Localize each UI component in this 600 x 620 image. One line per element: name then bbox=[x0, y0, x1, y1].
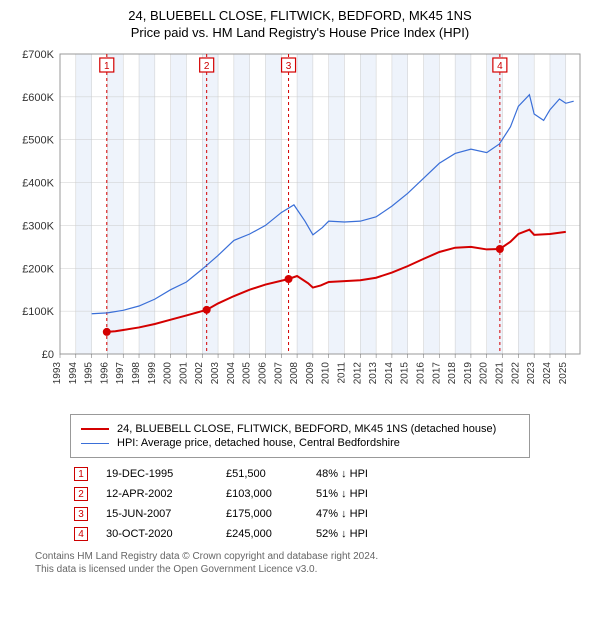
sale-price: £103,000 bbox=[226, 488, 316, 500]
svg-text:2007: 2007 bbox=[273, 362, 284, 385]
svg-text:2010: 2010 bbox=[321, 362, 332, 385]
svg-text:2000: 2000 bbox=[163, 362, 174, 385]
svg-text:2025: 2025 bbox=[558, 362, 569, 385]
svg-text:£400K: £400K bbox=[22, 178, 54, 190]
svg-text:£500K: £500K bbox=[22, 135, 54, 147]
legend-item: 24, BLUEBELL CLOSE, FLITWICK, BEDFORD, M… bbox=[81, 423, 519, 435]
svg-text:2001: 2001 bbox=[178, 362, 189, 385]
svg-text:2002: 2002 bbox=[194, 362, 205, 385]
sale-marker-number: 3 bbox=[74, 507, 88, 521]
sales-table: 1 19-DEC-1995£51,50048% ↓ HPI 2 12-APR-2002… bbox=[70, 464, 530, 544]
sale-marker-number: 1 bbox=[74, 467, 88, 481]
svg-text:2014: 2014 bbox=[384, 362, 395, 385]
sale-date: 12-APR-2002 bbox=[106, 488, 226, 500]
svg-text:1: 1 bbox=[104, 61, 110, 72]
sale-price: £51,500 bbox=[226, 468, 316, 480]
svg-text:1994: 1994 bbox=[68, 362, 79, 385]
svg-text:£300K: £300K bbox=[22, 220, 54, 232]
sale-row: 3 15-JUN-2007£175,00047% ↓ HPI bbox=[70, 504, 530, 524]
svg-text:1999: 1999 bbox=[147, 362, 158, 385]
title-subtitle: Price paid vs. HM Land Registry's House … bbox=[8, 25, 592, 40]
svg-text:2023: 2023 bbox=[526, 362, 537, 385]
sale-row: 4 30-OCT-2020£245,00052% ↓ HPI bbox=[70, 524, 530, 544]
legend-swatch bbox=[81, 443, 109, 444]
sale-row: 2 12-APR-2002£103,00051% ↓ HPI bbox=[70, 484, 530, 504]
svg-text:2006: 2006 bbox=[257, 362, 268, 385]
legend-label: 24, BLUEBELL CLOSE, FLITWICK, BEDFORD, M… bbox=[117, 423, 496, 435]
svg-text:£600K: £600K bbox=[22, 92, 54, 104]
sale-hpi-delta: 47% ↓ HPI bbox=[316, 508, 416, 520]
svg-text:£700K: £700K bbox=[22, 49, 54, 61]
title-address: 24, BLUEBELL CLOSE, FLITWICK, BEDFORD, M… bbox=[8, 8, 592, 23]
svg-text:1995: 1995 bbox=[84, 362, 95, 385]
sale-hpi-delta: 48% ↓ HPI bbox=[316, 468, 416, 480]
price-chart: £0 £100K £200K £300K £400K £500K £600K £700K 199… bbox=[10, 46, 590, 406]
sale-date: 19-DEC-1995 bbox=[106, 468, 226, 480]
svg-text:1997: 1997 bbox=[115, 362, 126, 385]
footer-line1: Contains HM Land Registry data © Crown c… bbox=[35, 550, 565, 563]
svg-text:2: 2 bbox=[204, 61, 210, 72]
sale-date: 30-OCT-2020 bbox=[106, 528, 226, 540]
svg-text:2004: 2004 bbox=[226, 362, 237, 385]
legend-swatch bbox=[81, 428, 109, 430]
svg-text:£0: £0 bbox=[42, 349, 54, 361]
svg-text:2022: 2022 bbox=[510, 362, 521, 385]
svg-text:2005: 2005 bbox=[242, 362, 253, 385]
svg-text:2009: 2009 bbox=[305, 362, 316, 385]
svg-text:2015: 2015 bbox=[400, 362, 411, 385]
legend: 24, BLUEBELL CLOSE, FLITWICK, BEDFORD, M… bbox=[70, 414, 530, 458]
svg-text:3: 3 bbox=[286, 61, 292, 72]
svg-text:2016: 2016 bbox=[416, 362, 427, 385]
footer-line2: This data is licensed under the Open Gov… bbox=[35, 563, 565, 576]
svg-text:2018: 2018 bbox=[447, 362, 458, 385]
svg-text:2012: 2012 bbox=[352, 362, 363, 385]
svg-text:2021: 2021 bbox=[495, 362, 506, 385]
svg-text:2011: 2011 bbox=[336, 362, 347, 384]
svg-text:1998: 1998 bbox=[131, 362, 142, 385]
svg-text:1996: 1996 bbox=[99, 362, 110, 385]
sale-hpi-delta: 52% ↓ HPI bbox=[316, 528, 416, 540]
chart-title-block: 24, BLUEBELL CLOSE, FLITWICK, BEDFORD, M… bbox=[8, 8, 592, 40]
sale-price: £245,000 bbox=[226, 528, 316, 540]
sale-price: £175,000 bbox=[226, 508, 316, 520]
sale-row: 1 19-DEC-1995£51,50048% ↓ HPI bbox=[70, 464, 530, 484]
svg-text:2013: 2013 bbox=[368, 362, 379, 385]
svg-text:1993: 1993 bbox=[52, 362, 63, 385]
sale-marker-number: 4 bbox=[74, 527, 88, 541]
sale-date: 15-JUN-2007 bbox=[106, 508, 226, 520]
svg-text:£100K: £100K bbox=[22, 306, 54, 318]
svg-text:£200K: £200K bbox=[22, 263, 54, 275]
svg-text:2024: 2024 bbox=[542, 362, 553, 385]
svg-text:2020: 2020 bbox=[479, 362, 490, 385]
sale-marker-number: 2 bbox=[74, 487, 88, 501]
legend-item: HPI: Average price, detached house, Cent… bbox=[81, 437, 519, 449]
svg-text:2008: 2008 bbox=[289, 362, 300, 385]
svg-text:2017: 2017 bbox=[431, 362, 442, 385]
svg-text:2019: 2019 bbox=[463, 362, 474, 385]
legend-label: HPI: Average price, detached house, Cent… bbox=[117, 437, 400, 449]
svg-text:4: 4 bbox=[497, 61, 503, 72]
attribution-footer: Contains HM Land Registry data © Crown c… bbox=[35, 550, 565, 576]
svg-text:2003: 2003 bbox=[210, 362, 221, 385]
sale-hpi-delta: 51% ↓ HPI bbox=[316, 488, 416, 500]
